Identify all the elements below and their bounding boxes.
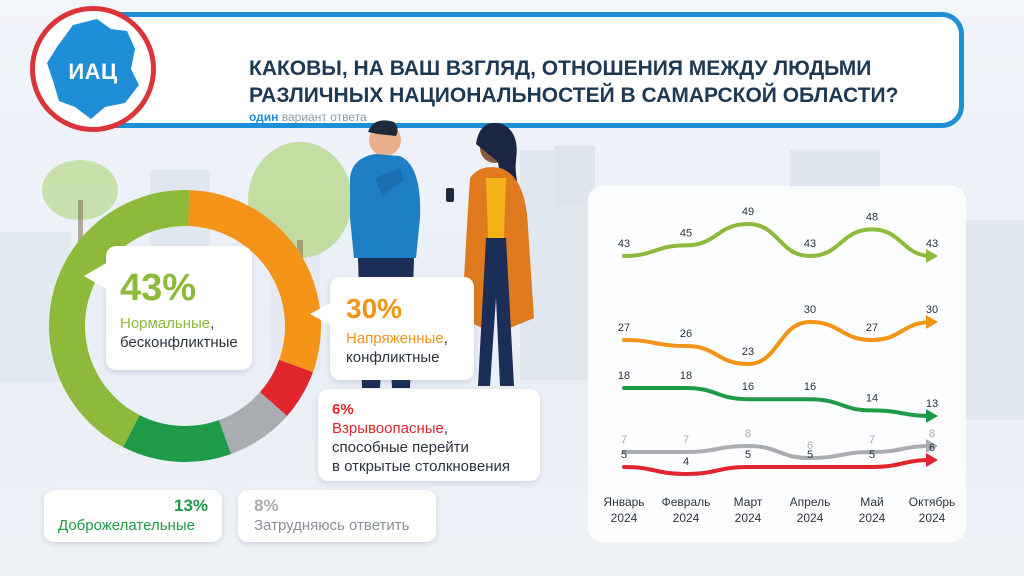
title-line-1: КАКОВЫ, НА ВАШ ВЗГЛЯД, ОТНОШЕНИЯ МЕЖДУ Л… bbox=[249, 57, 872, 80]
data-label: 30 bbox=[804, 304, 816, 316]
answer-type-bold: один bbox=[249, 110, 279, 124]
data-label: 8 bbox=[745, 428, 751, 440]
data-label: 8 bbox=[929, 428, 935, 440]
data-label: 30 bbox=[926, 304, 938, 316]
tense-label: Напряженные bbox=[346, 330, 444, 347]
line-arrow-0 bbox=[926, 249, 938, 263]
label-tense-pointer bbox=[310, 302, 332, 326]
data-label: 45 bbox=[680, 227, 692, 239]
data-label: 14 bbox=[866, 392, 878, 404]
friendly-label: Доброжелательные bbox=[58, 517, 195, 534]
tense-label-comma: , bbox=[443, 330, 448, 347]
x-tick-label: Март 2024 bbox=[733, 495, 763, 525]
data-label: 5 bbox=[621, 449, 627, 461]
line-arrow-4 bbox=[926, 453, 938, 467]
donut-slice-friendly bbox=[123, 415, 232, 462]
logo-text: ИАЦ bbox=[68, 59, 118, 84]
tense-text: Напряженные, конфликтные bbox=[346, 329, 474, 367]
data-label: 26 bbox=[680, 328, 692, 340]
data-label: 4 bbox=[683, 456, 689, 468]
explosive-percent: 6% bbox=[332, 401, 354, 418]
normal-text: Нормальные, бесконфликтные bbox=[120, 314, 252, 352]
line-arrow-3 bbox=[926, 439, 938, 453]
data-label: 5 bbox=[745, 449, 751, 461]
donut-slice-tense bbox=[188, 190, 321, 373]
x-tick-label: Январь 2024 bbox=[603, 495, 645, 525]
x-tick-label: Октябрь 2024 bbox=[908, 495, 956, 525]
data-label: 7 bbox=[621, 434, 627, 446]
explosive-label-line3: в открытые столкновения bbox=[332, 458, 510, 475]
normal-percent: 43% bbox=[120, 267, 197, 309]
explosive-label-comma: , bbox=[443, 420, 449, 437]
x-tick-label: Апрель 2024 bbox=[789, 495, 831, 525]
label-explosive: 6% Взрывоопасные, способные перейти в от… bbox=[318, 389, 540, 481]
line-arrow-2 bbox=[926, 409, 938, 423]
data-label: 43 bbox=[618, 238, 630, 250]
data-label: 13 bbox=[926, 398, 938, 410]
data-label: 18 bbox=[618, 370, 630, 382]
line-arrow-1 bbox=[926, 315, 938, 329]
donut-slice-normal bbox=[49, 190, 190, 448]
data-label: 27 bbox=[866, 322, 878, 334]
data-label: 49 bbox=[742, 206, 754, 218]
answer-type-rest: вариант ответа bbox=[281, 110, 367, 124]
data-label: 43 bbox=[804, 238, 816, 250]
data-label: 16 bbox=[804, 381, 816, 393]
line-series-0 bbox=[622, 221, 934, 259]
label-undecided: 8% Затрудняюсь ответить bbox=[238, 490, 436, 542]
tense-label-line2: конфликтные bbox=[346, 349, 440, 366]
data-label: 48 bbox=[866, 211, 878, 223]
normal-label-comma: , bbox=[210, 315, 215, 332]
x-tick-label: Февраль 2024 bbox=[661, 495, 711, 525]
explosive-text: Взрывоопасные, способные перейти в откры… bbox=[332, 419, 540, 476]
normal-label: Нормальные bbox=[120, 315, 211, 332]
region-map-icon bbox=[47, 19, 139, 119]
data-label: 6 bbox=[929, 442, 935, 454]
data-label: 27 bbox=[618, 322, 630, 334]
friendly-percent: 13% bbox=[174, 496, 209, 515]
undecided-percent: 8% bbox=[254, 496, 279, 515]
header-card: КАКОВЫ, НА ВАШ ВЗГЛЯД, ОТНОШЕНИЯ МЕЖДУ Л… bbox=[78, 12, 964, 128]
iac-logo: ИАЦ bbox=[30, 6, 156, 132]
data-label: 7 bbox=[683, 434, 689, 446]
label-friendly: 13% Доброжелательные bbox=[44, 490, 222, 542]
page-title: КАКОВЫ, НА ВАШ ВЗГЛЯД, ОТНОШЕНИЯ МЕЖДУ Л… bbox=[249, 55, 949, 109]
answer-type-note: один вариант ответа bbox=[249, 110, 367, 124]
undecided-label: Затрудняюсь ответить bbox=[254, 517, 410, 534]
data-label: 7 bbox=[869, 434, 875, 446]
x-tick-label: Май 2024 bbox=[858, 495, 886, 525]
line-series-2 bbox=[622, 386, 934, 418]
donut-chart bbox=[49, 190, 321, 462]
explosive-label: Взрывоопасные bbox=[332, 420, 444, 437]
data-label: 5 bbox=[869, 449, 875, 461]
donut-slice-undecided bbox=[218, 392, 288, 454]
normal-label-line2: бесконфликтные bbox=[120, 334, 238, 351]
data-label: 18 bbox=[680, 370, 692, 382]
explosive-label-line2: способные перейти bbox=[332, 439, 469, 456]
title-line-2: РАЗЛИЧНЫХ НАЦИОНАЛЬНОСТЕЙ В САМАРСКОЙ ОБ… bbox=[249, 84, 899, 107]
line-series-4 bbox=[622, 458, 934, 477]
line-series-3 bbox=[622, 443, 934, 461]
label-normal: 43% Нормальные, бесконфликтные bbox=[106, 246, 252, 370]
tense-percent: 30% bbox=[346, 293, 403, 324]
data-label: 5 bbox=[807, 449, 813, 461]
line-chart-panel: 43 45 49 43 48 43 27 26 23 30 27 30 18 18 16 16 14 13 7 7 8 6… bbox=[588, 186, 966, 542]
label-normal-pointer bbox=[84, 262, 108, 290]
data-label: 16 bbox=[742, 381, 754, 393]
label-tense: 30% Напряженные, конфликтные bbox=[330, 277, 474, 380]
donut-slice-explosive bbox=[260, 359, 313, 416]
data-label: 23 bbox=[742, 346, 754, 358]
line-series-1 bbox=[622, 319, 934, 367]
data-label: 6 bbox=[807, 440, 813, 452]
data-label: 43 bbox=[926, 238, 938, 250]
